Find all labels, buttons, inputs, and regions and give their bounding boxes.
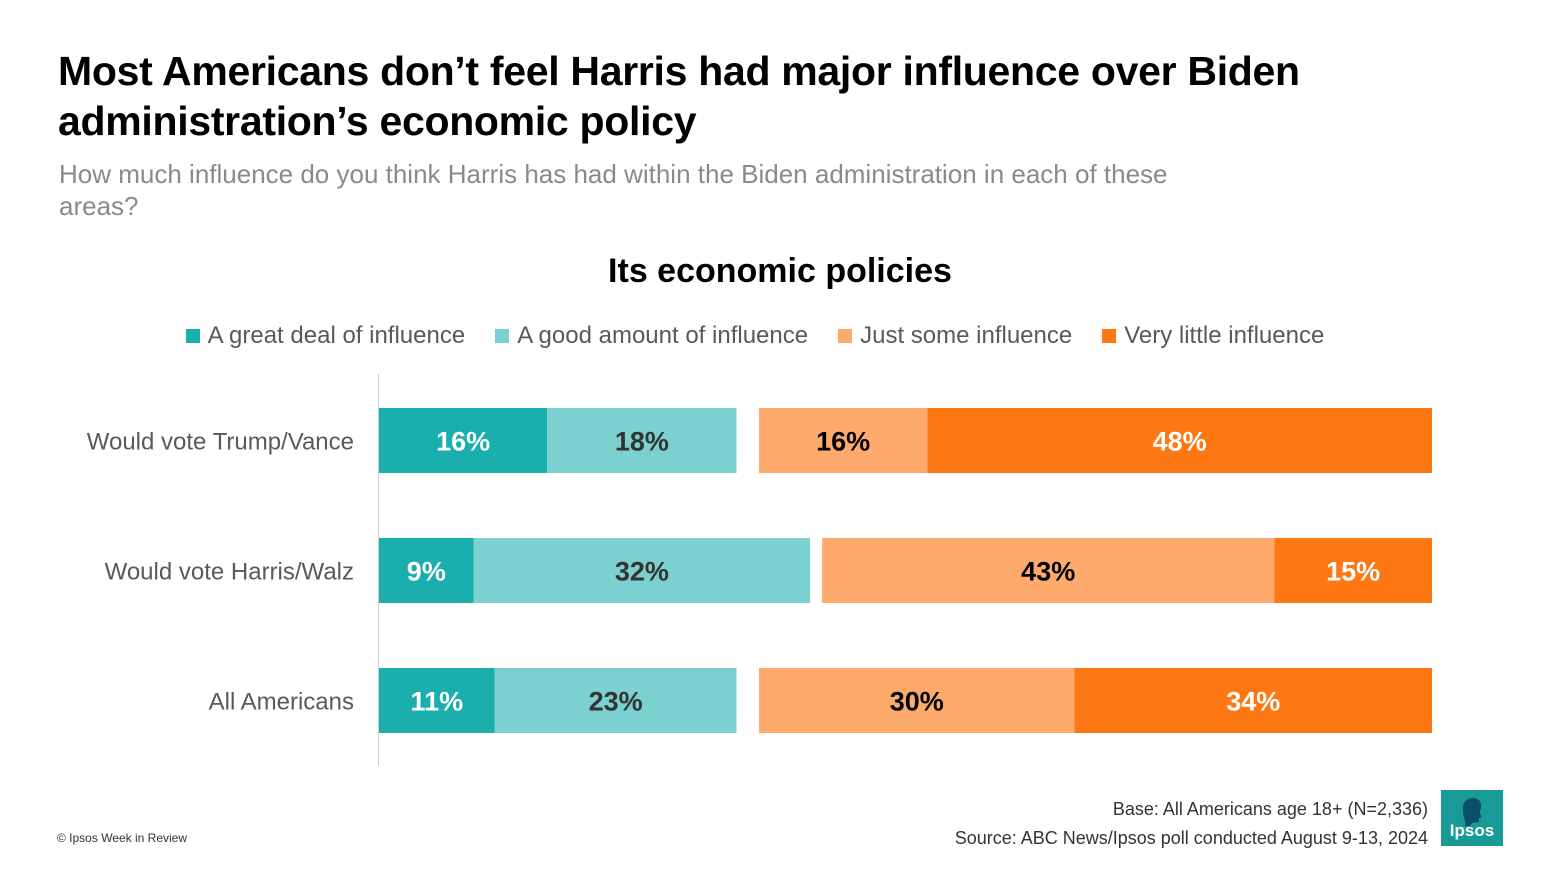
data-label: 43% [1021,557,1075,587]
data-label: 30% [890,687,944,717]
category-label: All Americans [209,689,354,716]
bar-segment [379,538,474,603]
legend-item-great-deal: A great deal of influence [185,322,466,350]
legend-label: Very little influence [1124,322,1325,349]
data-label: 9% [407,557,446,587]
page-title: Most Americans don’t feel Harris had maj… [58,48,1300,144]
legend-swatch [185,329,200,343]
logo-text: Ipsos [1449,821,1495,840]
bar-segment [1074,668,1432,733]
data-label: 23% [589,687,643,717]
ipsos-logo: Ipsos [1441,790,1503,846]
page-subtitle: How much influence do you think Harris h… [59,159,1168,221]
legend-item-very-little: Very little influence [1102,322,1324,350]
category-axis-line [378,374,379,766]
data-label: 34% [1226,687,1280,717]
legend-item-just-some: Just some influence [838,322,1072,350]
legend-label: A great deal of influence [207,322,466,349]
bar-segment [822,538,1275,603]
base-note: Base: All Americans age 18+ (N=2,336) [1112,799,1428,819]
legend-swatch [838,329,853,343]
legend-item-good-amount: A good amount of influence [495,322,808,350]
head-silhouette-icon [1462,797,1482,826]
legend-swatch [1102,329,1117,343]
bar-segment [379,408,548,473]
data-label: 16% [436,427,490,457]
bar-segment [759,408,928,473]
data-label: 18% [615,427,669,457]
legend-label: A good amount of influence [517,322,809,349]
copyright-note: © Ipsos Week in Review [57,831,188,845]
bar-segment [759,668,1075,733]
data-label: 16% [816,427,870,457]
category-label: Would vote Harris/Walz [105,559,354,586]
category-label: Would vote Trump/Vance [87,429,354,456]
source-note: Source: ABC News/Ipsos poll conducted Au… [954,828,1428,848]
chart-legend: A great deal of influence A good amount … [0,322,1510,350]
legend-swatch [495,329,510,343]
data-label: 15% [1326,557,1380,587]
chart-title: Its economic policies [608,252,952,290]
bar-segment [547,408,737,473]
data-label: 48% [1153,427,1207,457]
bar-segment [494,668,737,733]
bar-segment [473,538,811,603]
legend-label: Just some influence [860,322,1073,349]
bar-segment [927,408,1432,473]
bar-segment [1274,538,1432,603]
data-label: 32% [615,557,669,587]
data-label: 11% [411,687,464,717]
bar-segment [379,668,495,733]
